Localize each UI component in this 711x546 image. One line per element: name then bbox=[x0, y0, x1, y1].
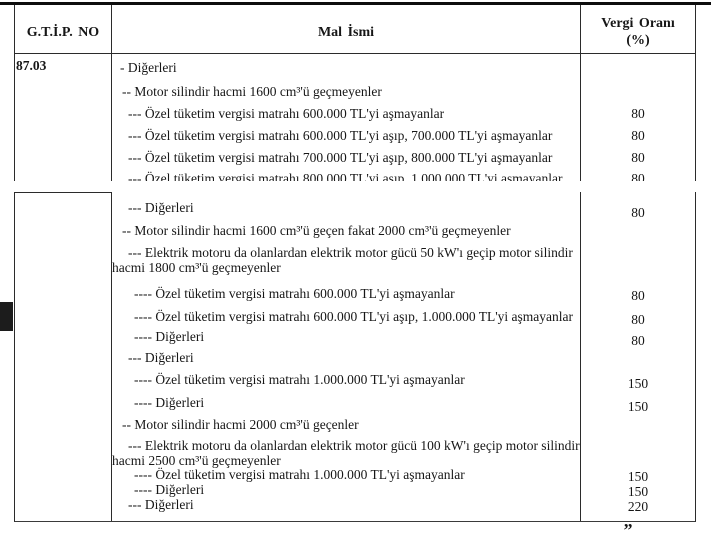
tax-rate-value: 150 bbox=[627, 484, 649, 499]
table-row: --- Diğerleri bbox=[128, 350, 194, 365]
gtip-code: 87.03 bbox=[16, 58, 47, 73]
table-row: --- Özel tüketim vergisi matrahı 600.000… bbox=[128, 128, 553, 143]
table-row: -- Motor silindir hacmi 2000 cm³'ü geçen… bbox=[122, 417, 359, 432]
tax-rate-value: 80 bbox=[631, 150, 645, 165]
table-row: --- Elektrik motoru da olanlardan elektr… bbox=[112, 438, 580, 468]
tax-rate-value: 150 bbox=[627, 376, 649, 391]
column-header-percent: (%) bbox=[626, 33, 650, 48]
table-row: - Diğerleri bbox=[120, 60, 177, 75]
table-row: --- Elektrik motoru da olanlardan elektr… bbox=[112, 245, 578, 275]
tax-rate-value: 220 bbox=[627, 499, 649, 514]
row-text-line2: hacmi 1800 cm³'ü geçmeyenler bbox=[112, 260, 281, 275]
row-text-line1: --- Elektrik motoru da olanlardan elektr… bbox=[128, 245, 573, 260]
table-row: ---- Diğerleri bbox=[134, 482, 205, 497]
gtip-cell-top-border bbox=[15, 192, 112, 193]
tax-rate-value: 150 bbox=[627, 469, 649, 484]
table-row: ---- Diğerleri bbox=[134, 395, 205, 410]
table-row: --- Özel tüketim vergisi matrahı 600.000… bbox=[128, 106, 445, 121]
tax-rate-value: 150 bbox=[627, 399, 649, 414]
row-text-line1: --- Elektrik motoru da olanlardan elektr… bbox=[128, 438, 580, 453]
table-row: -- Motor silindir hacmi 1600 cm³'ü geçme… bbox=[122, 84, 382, 99]
table-row: --- Özel tüketim vergisi matrahı 800.000… bbox=[128, 171, 563, 181]
column-divider-rate bbox=[580, 192, 581, 521]
tax-rate-value: 80 bbox=[631, 171, 645, 181]
table-section-top: G.T.İ.P. NO Mal İsmi Vergi Oranı (%) 87.… bbox=[14, 5, 696, 181]
tax-rate-value: 80 bbox=[631, 106, 645, 121]
table-row: ---- Özel tüketim vergisi matrahı 600.00… bbox=[134, 286, 455, 301]
table-row: --- Diğerleri bbox=[128, 200, 194, 215]
column-divider-gtip bbox=[111, 5, 112, 181]
tax-rate-value: 80 bbox=[631, 128, 645, 143]
tax-rate-value: 80 bbox=[631, 205, 645, 220]
page-top-rule bbox=[0, 2, 711, 5]
column-divider-gtip bbox=[111, 192, 112, 521]
header-separator bbox=[15, 53, 695, 54]
closing-quote-mark: ” bbox=[623, 520, 633, 540]
table-row: ---- Özel tüketim vergisi matrahı 1.000.… bbox=[134, 372, 465, 387]
column-divider-rate bbox=[580, 5, 581, 181]
column-header-gtip-no: G.T.İ.P. NO bbox=[26, 25, 100, 40]
table-section-bottom: --- Diğerleri -- Motor silindir hacmi 16… bbox=[14, 192, 696, 522]
tax-rate-value: 80 bbox=[631, 333, 645, 348]
scan-artifact-mark bbox=[0, 302, 13, 331]
tax-rate-value: 80 bbox=[631, 312, 645, 327]
row-text-line2: hacmi 2500 cm³'ü geçmeyenler bbox=[112, 453, 281, 468]
tax-rate-value: 80 bbox=[631, 288, 645, 303]
table-row: -- Motor silindir hacmi 1600 cm³'ü geçen… bbox=[122, 223, 511, 238]
table-row: --- Diğerleri bbox=[128, 497, 194, 512]
table-row: ---- Özel tüketim vergisi matrahı 1.000.… bbox=[134, 467, 465, 482]
table-row: ---- Özel tüketim vergisi matrahı 600.00… bbox=[134, 309, 574, 324]
column-header-vergi-orani: Vergi Oranı bbox=[601, 16, 675, 31]
table-row: --- Özel tüketim vergisi matrahı 700.000… bbox=[128, 150, 553, 165]
table-row: ---- Diğerleri bbox=[134, 329, 205, 344]
column-header-mal-ismi: Mal İsmi bbox=[317, 25, 375, 40]
